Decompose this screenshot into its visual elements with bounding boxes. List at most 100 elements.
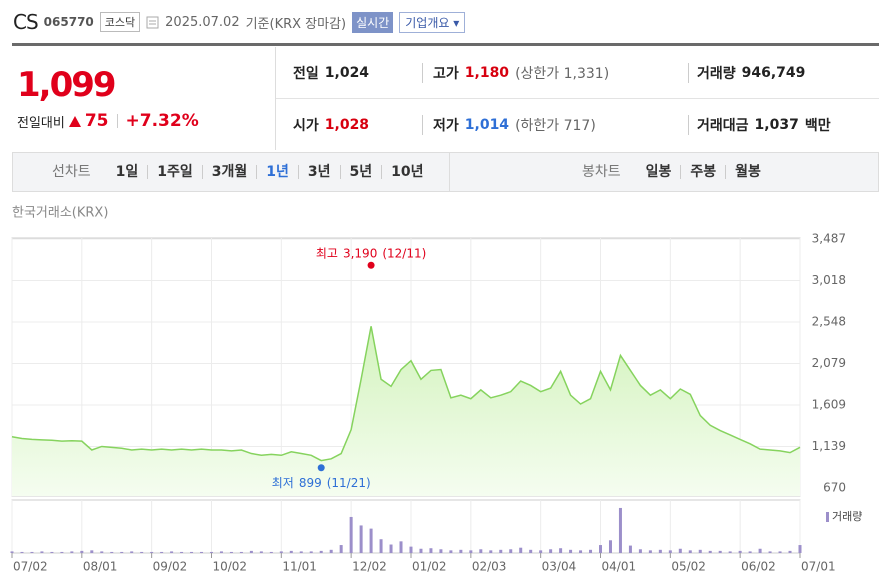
volume-bar	[269, 551, 273, 553]
tab[interactable]: 3년	[297, 165, 340, 179]
volume-bar	[489, 550, 493, 553]
line-tabs: 선차트 1일 1주일 3개월 1년 3년 5년 10년	[43, 153, 433, 191]
annotation-dot	[367, 261, 375, 269]
stat-value: 1,037	[754, 116, 799, 133]
volume-bar	[389, 544, 393, 553]
volume-bar	[529, 549, 533, 553]
volume-bar	[499, 549, 503, 553]
stat: 거래대금 1,037 백만	[688, 114, 831, 135]
price-panel: 1,099 전일대비 75 +7.32%	[12, 47, 276, 150]
company-info-button[interactable]: 기업개요 ▾	[399, 11, 466, 33]
stat-label: 고가	[433, 65, 459, 82]
stat-value: 1,024	[324, 64, 370, 81]
volume-bar	[479, 549, 483, 553]
stat-label: 전일	[293, 65, 319, 82]
realtime-button[interactable]: 실시간	[352, 11, 394, 33]
volume-bar	[419, 548, 423, 553]
stat: 전일 1,024	[293, 63, 369, 83]
stats-row: 시가 1,028 저가 1,014 (하한가 717) 거래대금 1,037 백만	[276, 99, 879, 150]
volume-bar	[279, 551, 283, 553]
annotation-dot	[317, 464, 325, 472]
tab[interactable]: 1주일	[147, 165, 202, 179]
tab[interactable]: 월봉	[725, 165, 770, 179]
x-tick-label: 03/04	[542, 560, 577, 574]
volume-bar	[120, 551, 124, 553]
stat-label: 시가	[293, 117, 319, 134]
volume-bar	[618, 507, 622, 553]
volume-bar	[628, 545, 632, 553]
volume-bar	[80, 550, 84, 553]
x-tick-label: 06/02	[741, 560, 776, 574]
volume-bar	[259, 551, 263, 553]
volume-bar	[638, 549, 642, 553]
stats-panel: 전일 1,024 고가 1,180 (상한가 1,331) 거래량 946,749 시가…	[276, 47, 879, 150]
stat: 고가 1,180 (상한가 1,331)	[422, 62, 609, 83]
chart-tabs: 선차트 1일 1주일 3개월 1년 3년 5년 10년 봉차트 일봉 주봉 월봉	[12, 152, 879, 192]
volume-bar	[239, 551, 243, 553]
y-tick-label: 1,609	[812, 398, 846, 412]
volume-bar	[758, 548, 762, 553]
volume-bar	[170, 551, 174, 553]
volume-bar	[299, 551, 303, 553]
volume-bar	[798, 545, 802, 553]
volume-bar	[140, 551, 144, 553]
tab[interactable]: 1일	[115, 164, 139, 180]
volume-bar	[249, 550, 253, 553]
volume-bar	[200, 551, 204, 553]
volume-bar	[219, 551, 223, 553]
stat-label: 거래대금	[697, 117, 749, 134]
volume-bar	[728, 551, 732, 553]
change-label: 전일대비	[17, 115, 65, 131]
tab[interactable]: 3개월	[201, 165, 257, 179]
tab[interactable]: 일봉	[645, 164, 672, 180]
tab[interactable]: 주봉	[680, 165, 725, 179]
volume-bar	[319, 550, 323, 553]
volume-bar	[110, 551, 114, 553]
volume-bar	[698, 549, 702, 553]
x-tick-label: 07/01	[801, 560, 836, 574]
x-tick-label: 11/01	[282, 560, 317, 574]
volume-bar	[10, 551, 14, 553]
volume-bar	[289, 550, 293, 553]
x-tick-label: 08/01	[83, 560, 118, 574]
tab[interactable]: 1년	[256, 165, 298, 179]
volume-frame	[11, 499, 801, 554]
tab-group-label: 선차트	[52, 164, 91, 180]
volume-bar	[209, 551, 213, 553]
stock-code: 065770	[43, 15, 94, 29]
volume-bar	[778, 551, 782, 553]
volume-bar	[339, 545, 343, 553]
volume-bar	[469, 550, 473, 553]
source: 한국거래소(KRX)	[12, 206, 108, 221]
volume-bar	[160, 551, 164, 553]
x-tick-label: 09/02	[153, 560, 188, 574]
volume-bar	[309, 551, 313, 553]
stat-value: 1,180	[464, 64, 510, 81]
volume-bar	[599, 545, 603, 553]
volume-bar	[589, 549, 593, 553]
volume-bar	[519, 547, 523, 553]
stat-label: 거래량	[697, 65, 736, 82]
volume-bar	[90, 550, 94, 553]
y-tick-label: 2,548	[812, 315, 846, 329]
volume-bar	[229, 551, 233, 553]
volume-bar	[439, 549, 443, 553]
annotation-value-label: 3,190	[343, 246, 377, 260]
volume-bar	[678, 548, 682, 553]
volume-bar	[130, 551, 134, 553]
y-tick-label: 3,018	[812, 273, 846, 287]
volume-bar	[329, 549, 333, 553]
stock-name: CS	[13, 10, 39, 34]
tab[interactable]: 5년	[339, 165, 382, 179]
area-fill	[12, 326, 800, 496]
tab[interactable]: 10년	[381, 165, 432, 179]
x-tick-label: 12/02	[352, 560, 387, 574]
x-tick-label: 05/02	[671, 560, 706, 574]
volume-bar	[60, 551, 64, 553]
stat: 시가 1,028	[293, 115, 369, 135]
volume-bar	[369, 528, 373, 553]
legend-label: 거래량	[832, 510, 862, 523]
x-tick-label: 02/03	[472, 560, 507, 574]
volume-bar	[608, 540, 612, 553]
market-badge: 코스닥	[99, 12, 141, 32]
